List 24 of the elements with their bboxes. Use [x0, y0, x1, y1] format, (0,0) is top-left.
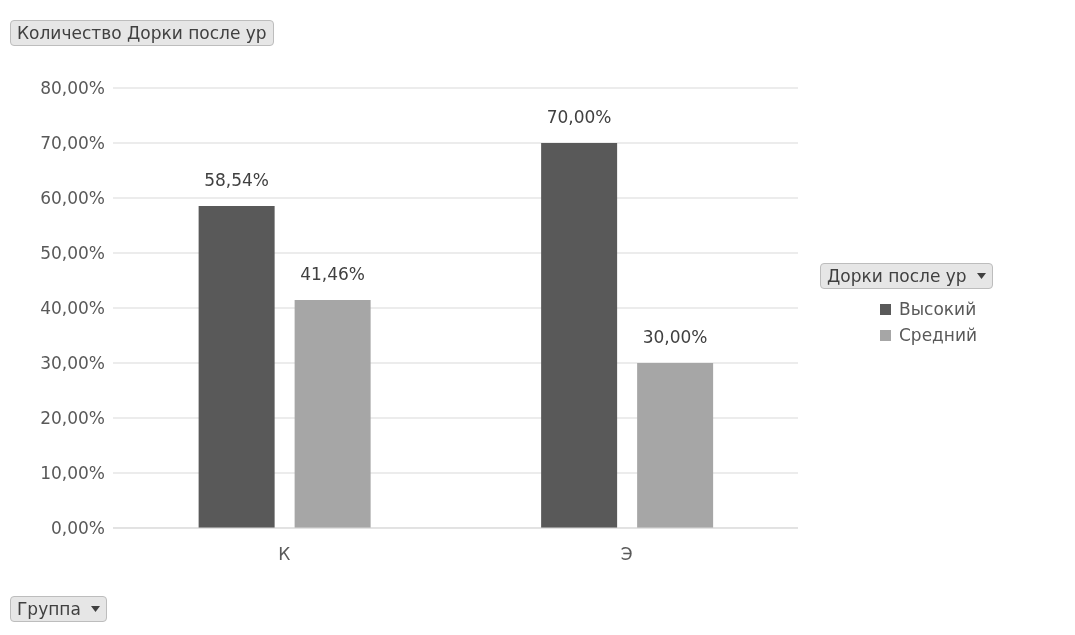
y-tick-label: 80,00% — [40, 78, 105, 99]
x-axis-title: Группа — [10, 596, 107, 622]
legend-label: Средний — [898, 325, 979, 345]
x-tick-label: Э — [620, 544, 633, 565]
data-label: 58,54% — [204, 170, 270, 191]
y-tick-label: 10,00% — [40, 463, 105, 484]
x-tick-label: К — [278, 544, 291, 565]
chart-title: Количество Дорки после ур — [10, 20, 274, 46]
y-tick-label: 60,00% — [40, 188, 105, 209]
bar — [198, 206, 275, 528]
y-tick-label: 20,00% — [40, 408, 105, 429]
legend-title: Дорки после ур — [820, 263, 993, 289]
y-tick-label: 40,00% — [40, 298, 105, 319]
y-tick-label: 30,00% — [40, 353, 105, 374]
data-label: 41,46% — [300, 263, 366, 284]
bar — [637, 363, 714, 528]
y-tick-label: 70,00% — [40, 133, 105, 154]
data-label: 70,00% — [546, 107, 612, 127]
bar — [294, 299, 371, 528]
data-label: 30,00% — [642, 327, 708, 347]
bar — [541, 143, 618, 528]
legend-label: Высокий — [898, 299, 978, 319]
y-tick-label: 50,00% — [40, 243, 105, 264]
y-tick-label: 0,00% — [50, 518, 105, 539]
